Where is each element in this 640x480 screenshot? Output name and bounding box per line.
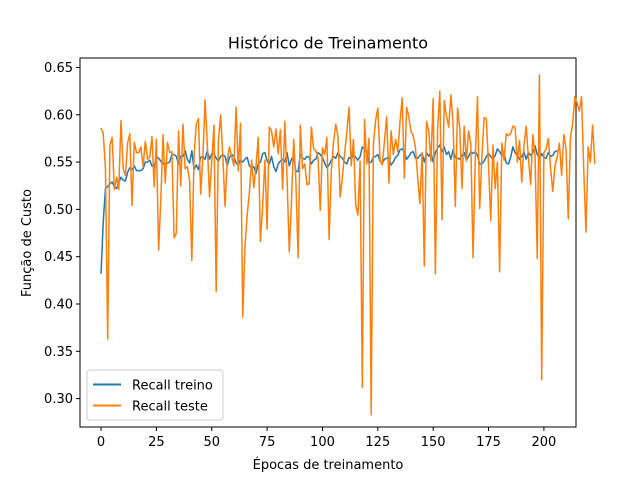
y-axis-ticks: 0.30 0.35 0.40 0.45 0.50 0.55 0.60 0.65 <box>44 61 80 407</box>
y-tick-label: 0.45 <box>44 250 73 265</box>
legend-label-recall-treino: Recall treino <box>132 379 213 394</box>
y-tick-label: 0.55 <box>44 156 73 171</box>
legend-box <box>86 369 224 421</box>
x-tick-label: 25 <box>148 435 165 450</box>
y-axis-label: Função de Custo <box>20 189 35 297</box>
plot-area <box>79 57 596 428</box>
legend-label-recall-teste: Recall teste <box>132 400 208 415</box>
y-tick-label: 0.60 <box>44 108 73 123</box>
x-tick-label: 150 <box>421 435 446 450</box>
x-tick-label: 100 <box>310 435 335 450</box>
x-tick-label: 0 <box>97 435 105 450</box>
y-tick-label: 0.50 <box>44 203 73 218</box>
x-axis-label: Épocas de treinamento <box>253 457 404 473</box>
x-tick-label: 125 <box>365 435 390 450</box>
series-layer <box>100 74 596 416</box>
y-tick-label: 0.35 <box>44 345 73 360</box>
y-tick-label: 0.40 <box>44 298 73 313</box>
series-line-recall-teste <box>100 74 596 416</box>
x-tick-label: 200 <box>531 435 556 450</box>
x-tick-label: 50 <box>203 435 220 450</box>
x-tick-label: 175 <box>476 435 501 450</box>
legend: Recall treino Recall teste <box>86 369 224 421</box>
y-tick-label: 0.65 <box>44 61 73 76</box>
x-axis-ticks: 0 25 50 75 100 125 150 175 200 <box>97 427 556 450</box>
x-tick-label: 75 <box>259 435 276 450</box>
axes-frame <box>79 57 577 428</box>
chart-title: Histórico de Treinamento <box>228 34 428 53</box>
y-tick-label: 0.30 <box>44 392 73 407</box>
